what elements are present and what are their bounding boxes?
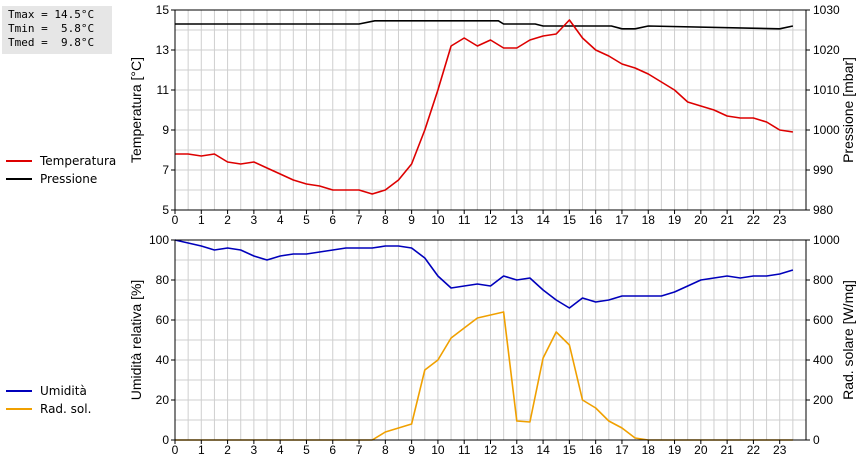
x-tick-label: 20 bbox=[694, 443, 708, 457]
series-line-rad-sol- bbox=[175, 311, 793, 441]
x-tick-label: 0 bbox=[172, 443, 179, 457]
tmin-text: Tmin = 5.8°C bbox=[8, 22, 95, 35]
x-tick-label: 19 bbox=[668, 443, 682, 457]
x-tick-label: 15 bbox=[563, 213, 577, 227]
x-tick-label: 5 bbox=[303, 213, 310, 227]
x-tick-label: 7 bbox=[356, 443, 363, 457]
legend-item-rad-sol: Rad. sol. bbox=[6, 400, 91, 418]
x-tick-label: 5 bbox=[303, 443, 310, 457]
legend-label: Umidità bbox=[40, 384, 87, 398]
y2-tick-label: 800 bbox=[813, 273, 833, 287]
legend-swatch bbox=[6, 178, 32, 180]
y2-tick-label: 1000 bbox=[813, 123, 840, 137]
x-tick-label: 22 bbox=[747, 443, 761, 457]
series-line-temperatura bbox=[175, 19, 794, 195]
x-tick-label: 12 bbox=[484, 213, 498, 227]
y-tick-label: 40 bbox=[156, 353, 170, 367]
x-tick-label: 18 bbox=[642, 443, 656, 457]
y2-axis-label: Rad. solare [W/mq] bbox=[840, 280, 856, 400]
x-tick-label: 11 bbox=[458, 443, 471, 457]
legend-label: Rad. sol. bbox=[40, 402, 92, 416]
x-tick-label: 3 bbox=[251, 443, 258, 457]
legend-label: Temperatura bbox=[40, 154, 117, 168]
x-tick-label: 2 bbox=[224, 443, 231, 457]
legend-item-temperatura: Temperatura bbox=[6, 152, 116, 170]
legend-swatch bbox=[6, 408, 32, 410]
x-tick-label: 8 bbox=[382, 213, 389, 227]
x-tick-label: 1 bbox=[198, 213, 205, 227]
x-tick-label: 2 bbox=[224, 213, 231, 227]
y-axis-label: Temperatura [°C] bbox=[128, 57, 144, 163]
y-tick-label: 100 bbox=[149, 233, 169, 247]
y-tick-label: 80 bbox=[156, 273, 170, 287]
y2-tick-label: 1030 bbox=[813, 3, 840, 17]
y2-tick-label: 990 bbox=[813, 163, 833, 177]
x-tick-label: 14 bbox=[536, 213, 550, 227]
x-tick-label: 16 bbox=[589, 443, 603, 457]
x-tick-label: 17 bbox=[615, 213, 629, 227]
x-tick-label: 10 bbox=[431, 213, 445, 227]
tmed-text: Tmed = 9.8°C bbox=[8, 36, 95, 49]
stats-box: Tmax = 14.5°C Tmin = 5.8°C Tmed = 9.8°C bbox=[2, 6, 112, 54]
x-tick-label: 13 bbox=[510, 213, 524, 227]
legend-label: Pressione bbox=[40, 172, 98, 186]
x-tick-label: 6 bbox=[329, 213, 336, 227]
x-tick-label: 1 bbox=[198, 443, 205, 457]
x-tick-label: 14 bbox=[536, 443, 550, 457]
series-line-umidit- bbox=[174, 239, 794, 309]
x-tick-label: 3 bbox=[251, 213, 258, 227]
x-tick-label: 4 bbox=[277, 443, 284, 457]
x-tick-label: 23 bbox=[773, 443, 787, 457]
y-tick-label: 60 bbox=[156, 313, 170, 327]
y-tick-label: 13 bbox=[156, 43, 170, 57]
legend-item-pressione: Pressione bbox=[6, 170, 116, 188]
y-tick-label: 5 bbox=[162, 203, 169, 217]
x-tick-label: 21 bbox=[720, 443, 734, 457]
x-tick-label: 22 bbox=[747, 213, 761, 227]
x-tick-label: 19 bbox=[668, 213, 682, 227]
legend-swatch bbox=[6, 390, 32, 392]
x-tick-label: 10 bbox=[431, 443, 445, 457]
y2-tick-label: 1010 bbox=[813, 83, 840, 97]
y2-tick-label: 600 bbox=[813, 313, 833, 327]
x-tick-label: 0 bbox=[172, 213, 179, 227]
x-tick-label: 16 bbox=[589, 213, 603, 227]
legend-swatch bbox=[6, 160, 32, 162]
y-tick-label: 20 bbox=[156, 393, 170, 407]
y-tick-label: 15 bbox=[156, 3, 170, 17]
x-tick-label: 12 bbox=[484, 443, 498, 457]
y2-axis-label: Pressione [mbar] bbox=[840, 57, 856, 163]
y-tick-label: 0 bbox=[162, 433, 169, 447]
x-tick-label: 4 bbox=[277, 213, 284, 227]
x-tick-label: 9 bbox=[408, 213, 415, 227]
y2-tick-label: 1020 bbox=[813, 43, 840, 57]
y-axis-label: Umidità relativa [%] bbox=[128, 280, 144, 401]
x-tick-label: 20 bbox=[694, 213, 708, 227]
x-tick-label: 9 bbox=[408, 443, 415, 457]
y-tick-label: 9 bbox=[162, 123, 169, 137]
y2-tick-label: 0 bbox=[813, 433, 820, 447]
x-tick-label: 11 bbox=[458, 213, 471, 227]
x-tick-label: 15 bbox=[563, 443, 577, 457]
x-tick-label: 13 bbox=[510, 443, 524, 457]
y2-tick-label: 980 bbox=[813, 203, 833, 217]
y2-tick-label: 200 bbox=[813, 393, 833, 407]
series-line-pressione bbox=[175, 19, 794, 30]
x-tick-label: 7 bbox=[356, 213, 363, 227]
x-tick-label: 21 bbox=[720, 213, 734, 227]
y2-tick-label: 1000 bbox=[813, 233, 840, 247]
x-tick-label: 8 bbox=[382, 443, 389, 457]
y2-tick-label: 400 bbox=[813, 353, 833, 367]
x-tick-label: 18 bbox=[642, 213, 656, 227]
y-tick-label: 11 bbox=[157, 83, 170, 97]
tmax-text: Tmax = 14.5°C bbox=[8, 8, 95, 21]
x-tick-label: 23 bbox=[773, 213, 787, 227]
legend-item-umidita: Umidità bbox=[6, 382, 91, 400]
legend-top: Temperatura Pressione bbox=[6, 152, 116, 188]
y-tick-label: 7 bbox=[162, 163, 169, 177]
x-tick-label: 6 bbox=[329, 443, 336, 457]
x-tick-label: 17 bbox=[615, 443, 629, 457]
